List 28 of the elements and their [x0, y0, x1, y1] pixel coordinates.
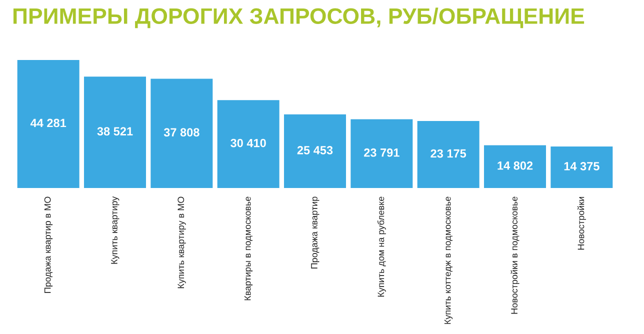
x-tick-label: Купить квартиру в МО — [178, 196, 186, 288]
x-tick-label: Купить дом на рублевке — [377, 196, 386, 297]
bar — [417, 121, 480, 188]
data-label: 25 453 — [297, 146, 333, 154]
data-label: 14 375 — [564, 162, 600, 170]
bar — [284, 114, 346, 188]
x-tick-label: Новостройки — [577, 196, 586, 250]
data-label: 23 175 — [430, 149, 466, 158]
x-tick-label: Квартиры в подмосковье — [244, 196, 253, 300]
x-tick-label: Купить квартиру — [111, 196, 120, 264]
bar — [217, 100, 280, 188]
data-label: 14 802 — [498, 161, 533, 170]
data-label: 23 791 — [364, 148, 400, 157]
data-label: 38 521 — [97, 127, 133, 136]
x-tick-label: Продажа квартир — [311, 196, 320, 268]
bar — [350, 119, 413, 188]
bar — [17, 60, 80, 188]
x-tick-label: Новостройки в подмосковье — [510, 196, 520, 314]
data-label: 30 410 — [230, 138, 266, 148]
bar — [150, 78, 213, 188]
x-tick-label: Купить коттедж в подмосковье — [444, 196, 453, 324]
data-label: 37 808 — [164, 128, 200, 137]
bar — [484, 145, 546, 188]
data-label: 44 281 — [30, 118, 66, 128]
chart-title: ПРИМЕРЫ ДОРОГИХ ЗАПРОСОВ, РУБ/ОБРАЩЕНИЕ — [13, 8, 584, 28]
bar — [84, 76, 146, 188]
x-tick-label: Продажа квартир в МО — [44, 196, 53, 293]
bar — [550, 146, 613, 188]
